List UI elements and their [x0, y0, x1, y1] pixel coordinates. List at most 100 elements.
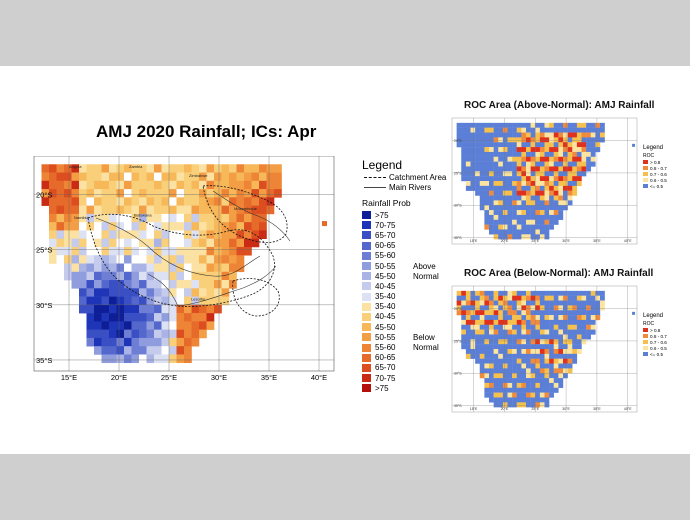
roc-cell	[530, 190, 536, 196]
country-label: Namibia	[74, 215, 89, 220]
roc-cell	[567, 368, 573, 374]
forecast-cell	[56, 230, 65, 239]
roc-cell	[530, 161, 536, 167]
forecast-cell	[116, 172, 125, 182]
roc-cell	[553, 334, 559, 340]
forecast-cell	[139, 313, 147, 322]
forecast-cell	[199, 172, 207, 182]
roc-cell	[493, 224, 499, 230]
forecast-cell	[244, 180, 252, 190]
forecast-cell	[109, 271, 117, 281]
roc-cell	[572, 334, 578, 340]
forecast-cell	[94, 189, 102, 198]
forecast-cell	[251, 238, 260, 248]
roc-cell	[572, 122, 578, 128]
roc-cell	[526, 402, 531, 408]
forecast-cell	[116, 180, 125, 190]
forecast-cell	[109, 354, 117, 364]
roc-cell	[567, 339, 573, 345]
roc-cell	[544, 315, 550, 321]
forecast-cell	[49, 205, 57, 215]
roc-cell	[479, 195, 485, 201]
legend-class-label: 70-75	[375, 220, 396, 230]
roc-cell	[530, 358, 536, 364]
roc-cell	[544, 151, 550, 157]
forecast-cell	[64, 197, 72, 206]
roc-legend-class: 0.6 - 0.5	[643, 177, 677, 183]
roc-cell	[479, 324, 485, 330]
roc-cell	[479, 176, 485, 182]
roc-cell	[535, 200, 541, 206]
roc-cell	[590, 324, 596, 330]
forecast-cell	[139, 321, 147, 330]
roc-cell	[549, 358, 554, 364]
roc-cell	[502, 142, 508, 148]
roc-cell	[507, 214, 513, 220]
roc-cell	[521, 156, 527, 162]
forecast-cell	[229, 205, 237, 215]
roc-cell	[465, 324, 471, 330]
roc-cell	[512, 329, 517, 335]
forecast-cell	[86, 304, 95, 314]
forecast-cell	[229, 197, 237, 206]
roc-cell	[567, 353, 573, 359]
roc-cell	[544, 181, 550, 187]
roc-cell	[567, 147, 573, 153]
forecast-cell	[146, 321, 155, 330]
roc-cell	[484, 142, 490, 148]
lon-tick-label: 15°E	[470, 239, 478, 243]
forecast-cell	[71, 180, 80, 190]
forecast-cell	[191, 238, 200, 248]
roc-cell	[544, 195, 550, 201]
roc-cell	[484, 315, 490, 321]
forecast-cell	[191, 213, 200, 223]
forecast-cell	[191, 321, 200, 330]
forecast-cell	[184, 304, 192, 314]
roc-cell	[521, 190, 527, 196]
roc-cell	[493, 171, 499, 177]
roc-cell	[581, 324, 587, 330]
forecast-cell	[124, 346, 132, 355]
forecast-cell	[94, 296, 102, 306]
roc-cell	[558, 132, 564, 138]
roc-cell	[507, 295, 513, 301]
roc-cell	[539, 363, 545, 369]
roc-cell	[567, 315, 573, 321]
forecast-cell	[86, 180, 95, 190]
roc-cell	[600, 132, 605, 138]
roc-cell	[586, 156, 591, 162]
forecast-cell	[221, 280, 230, 289]
roc-cell	[553, 200, 559, 206]
forecast-cell	[184, 271, 192, 281]
roc-cell	[563, 200, 568, 206]
roc-cell	[544, 382, 550, 388]
roc-cell	[567, 185, 573, 191]
roc-cell	[521, 290, 527, 296]
roc-cell	[600, 137, 605, 143]
roc-cell	[507, 127, 513, 133]
forecast-cell	[274, 172, 282, 182]
forecast-cell	[86, 238, 95, 248]
forecast-cell	[214, 172, 222, 182]
roc-cell	[530, 147, 536, 153]
roc-cell	[493, 324, 499, 330]
roc-cell	[576, 132, 582, 138]
roc-cell	[586, 295, 591, 301]
roc-cell	[479, 166, 485, 172]
forecast-cell	[259, 189, 267, 198]
roc-cell	[516, 392, 522, 398]
roc-cell	[521, 324, 527, 330]
roc-cell	[576, 137, 582, 143]
legend-class-label: 40-45	[375, 312, 396, 322]
forecast-cell	[169, 255, 177, 264]
roc-cell	[581, 300, 587, 306]
roc-cell	[572, 319, 578, 325]
roc-cell	[526, 132, 531, 138]
roc-cell	[502, 156, 508, 162]
roc-cell	[549, 195, 554, 201]
forecast-cell	[94, 346, 102, 355]
roc-cell	[489, 195, 494, 201]
roc-cell	[479, 132, 485, 138]
roc-cell	[516, 137, 522, 143]
forecast-cell	[56, 271, 65, 281]
